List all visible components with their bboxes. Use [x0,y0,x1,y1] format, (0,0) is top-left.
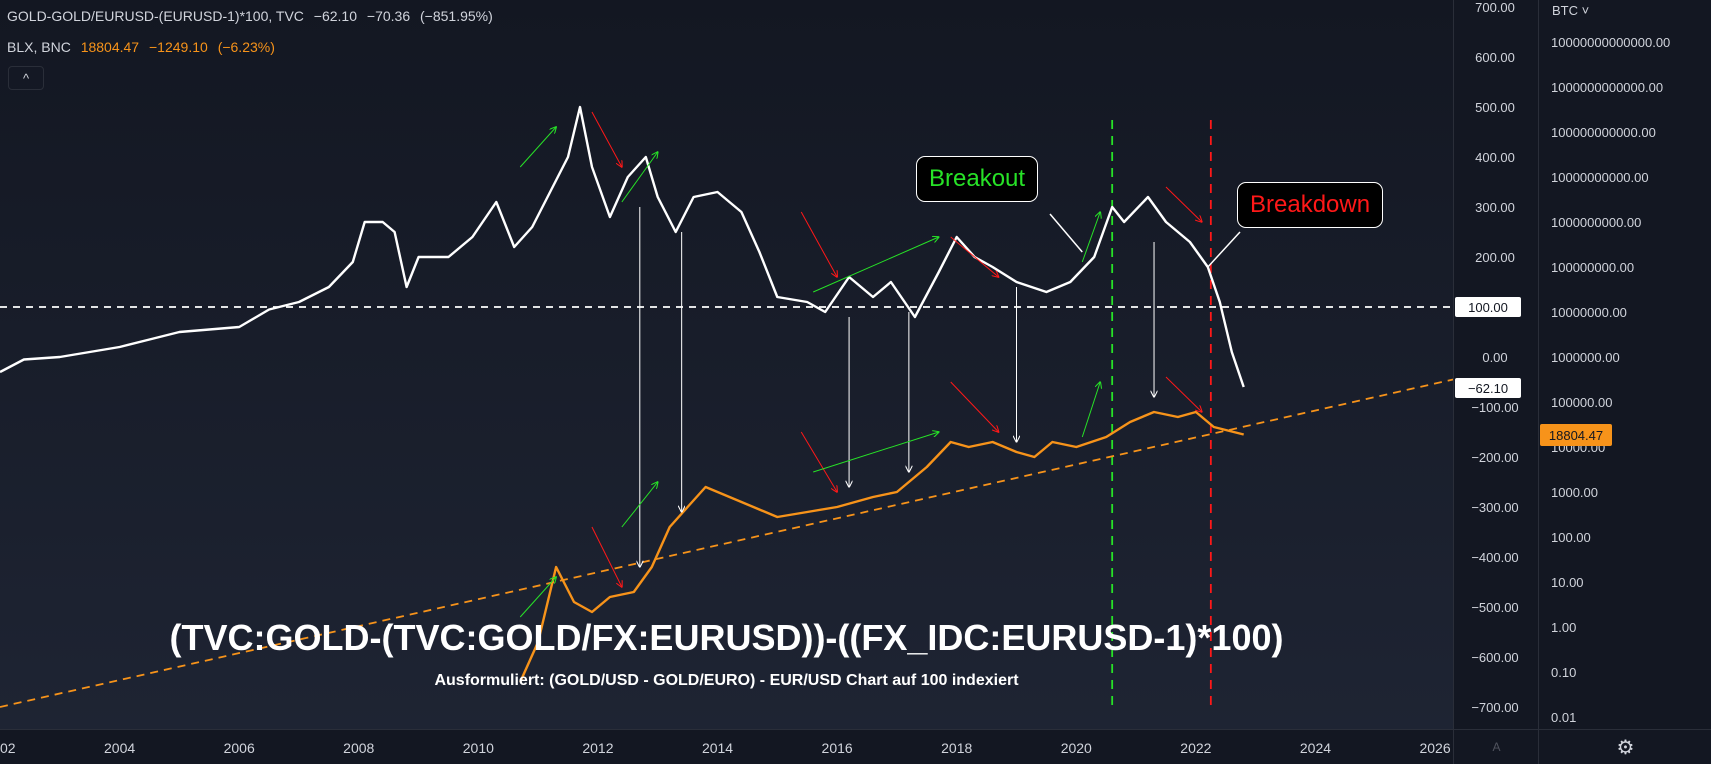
scale-currency-selector[interactable]: BTC ˅ [1552,3,1589,18]
breakdown-callout: Breakdown [1237,182,1383,228]
subtitle-annotation: Ausformuliert: (GOLD/USD - GOLD/EURO) - … [0,672,1453,690]
chevron-up-icon: ^ [23,71,29,86]
breakout-callout: Breakout [916,156,1038,202]
series2-change-pct: (−6.23%) [218,39,275,55]
right-price-axis[interactable] [1538,0,1711,730]
auto-scale-button[interactable]: A [1453,729,1539,764]
series1-legend[interactable]: GOLD-GOLD/EURUSD-(EURUSD-1)*100, TVC −62… [7,8,499,24]
series2-change: −1249.10 [149,39,208,55]
gear-icon: ⚙ [1617,735,1635,760]
series2-legend[interactable]: BLX, BNC 18804.47 −1249.10 (−6.23%) [7,39,281,55]
auto-scale-label: A [1492,740,1500,754]
series2-title: BLX, BNC [7,39,71,55]
settings-button[interactable]: ⚙ [1538,729,1711,764]
series1-title: GOLD-GOLD/EURUSD-(EURUSD-1)*100, TVC [7,8,304,24]
series2-last: 18804.47 [81,39,139,55]
collapse-legend-button[interactable]: ^ [8,66,44,90]
series1-change-pct: (−851.95%) [420,8,493,24]
series1-last: −62.10 [314,8,357,24]
left-price-axis[interactable] [1453,0,1539,730]
series1-change: −70.36 [367,8,410,24]
time-axis[interactable] [0,729,1453,764]
formula-annotation: (TVC:GOLD-(TVC:GOLD/FX:EURUSD))-((FX_IDC… [0,617,1453,659]
